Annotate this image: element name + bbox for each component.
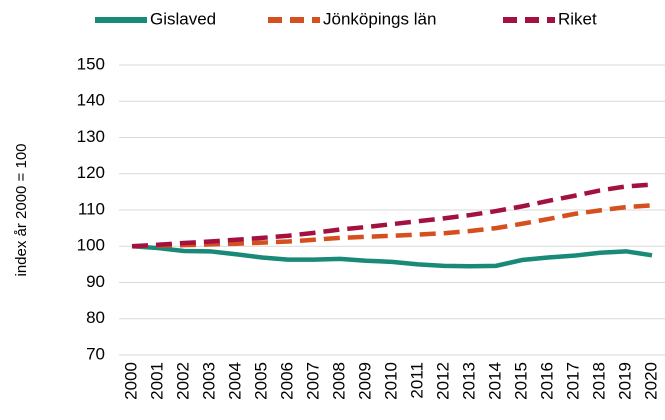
- x-tick-label: 2000: [121, 362, 140, 400]
- y-tick-label: 130: [77, 127, 105, 146]
- x-tick-label: 2002: [173, 362, 192, 400]
- y-tick-label: 150: [77, 54, 105, 73]
- x-tick-label: 2012: [433, 362, 452, 400]
- x-tick-label: 2005: [251, 362, 270, 400]
- y-axis-label: index år 2000 = 100: [13, 143, 30, 276]
- y-tick-label: 90: [86, 272, 105, 291]
- x-tick-label: 2018: [589, 362, 608, 400]
- x-tick-label: 2011: [407, 362, 426, 399]
- y-tick-label: 140: [77, 91, 105, 110]
- x-tick-label: 2001: [147, 362, 166, 400]
- x-tick-label: 2019: [615, 362, 634, 400]
- x-tick-label: 2015: [511, 362, 530, 400]
- x-tick-label: 2020: [641, 362, 660, 400]
- y-tick-label: 80: [86, 308, 105, 327]
- x-tick-label: 2013: [459, 362, 478, 400]
- x-tick-label: 2006: [277, 362, 296, 400]
- y-tick-label: 70: [86, 344, 105, 363]
- series-line: [131, 203, 653, 249]
- x-tick-label: 2007: [303, 362, 322, 400]
- legend-label: Riket: [558, 9, 597, 28]
- x-tick-label: 2016: [537, 362, 556, 400]
- x-tick-label: 2009: [355, 362, 374, 400]
- legend-label: Gislaved: [150, 9, 216, 28]
- y-tick-label: 110: [78, 199, 105, 218]
- x-tick-label: 2017: [563, 362, 582, 400]
- x-tick-label: 2014: [485, 362, 504, 400]
- y-tick-label: 120: [77, 163, 105, 182]
- y-tick-label: 100: [77, 236, 105, 255]
- legend-label: Jönköpings län: [323, 9, 436, 28]
- x-tick-label: 2010: [381, 362, 400, 400]
- x-tick-label: 2008: [329, 362, 348, 400]
- series-line: [131, 182, 653, 249]
- x-tick-label: 2004: [225, 362, 244, 400]
- series-line: [131, 244, 653, 269]
- x-tick-label: 2003: [199, 362, 218, 400]
